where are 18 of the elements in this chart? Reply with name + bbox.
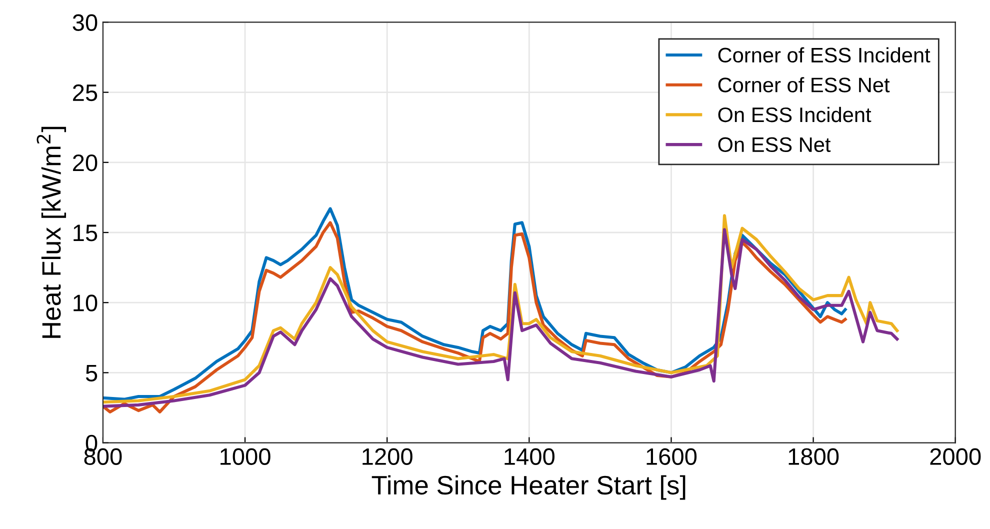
x-tick-label: 1200 [362,448,412,465]
legend-label: On ESS Net [718,137,831,152]
y-tick-label: 25 [73,84,98,102]
legend-label: Corner of ESS Incident [718,47,930,63]
x-tick-label: 1000 [220,448,270,465]
y-tick-label: 15 [74,224,98,242]
x-tick-label: 1400 [504,448,554,465]
y-tick-label: 5 [86,364,98,382]
x-axis-title: Time Since Heater Start [s] [372,475,686,500]
legend-label: Corner of ESS Net [718,77,890,92]
legend-label: On ESS Incident [718,106,872,122]
y-tick-label: 10 [74,294,98,312]
x-tick-label: 1600 [646,448,697,465]
x-tick-label: 2000 [930,448,981,465]
y-tick-label: 30 [72,14,98,32]
x-tick-label: 1800 [788,448,839,465]
y-tick-label: 20 [73,154,98,172]
y-axis-title: Heat Flux [kW/m$^{2}$] [36,126,66,338]
